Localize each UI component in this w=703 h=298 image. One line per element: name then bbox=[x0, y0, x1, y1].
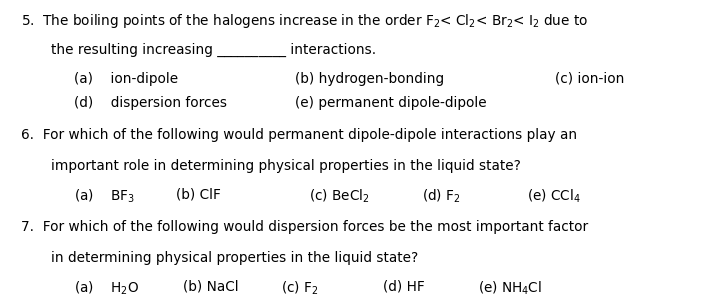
Text: (e) permanent dipole-dipole: (e) permanent dipole-dipole bbox=[295, 96, 487, 110]
Text: (e) CCl$_4$: (e) CCl$_4$ bbox=[527, 188, 581, 205]
Text: the resulting increasing __________ interactions.: the resulting increasing __________ inte… bbox=[51, 43, 375, 57]
Text: in determining physical properties in the liquid state?: in determining physical properties in th… bbox=[51, 251, 418, 265]
Text: (c) ion-ion: (c) ion-ion bbox=[555, 72, 625, 86]
Text: 5.  The boiling points of the halogens increase in the order F$_2$< Cl$_2$< Br$_: 5. The boiling points of the halogens in… bbox=[21, 12, 588, 30]
Text: (c) BeCl$_2$: (c) BeCl$_2$ bbox=[309, 188, 370, 205]
Text: (a)    ion-dipole: (a) ion-dipole bbox=[74, 72, 178, 86]
Text: 7.  For which of the following would dispersion forces be the most important fac: 7. For which of the following would disp… bbox=[21, 220, 588, 234]
Text: (b) hydrogen-bonding: (b) hydrogen-bonding bbox=[295, 72, 444, 86]
Text: (d) F$_2$: (d) F$_2$ bbox=[422, 188, 460, 205]
Text: (d)    dispersion forces: (d) dispersion forces bbox=[74, 96, 227, 110]
Text: (a)    BF$_3$: (a) BF$_3$ bbox=[74, 188, 135, 205]
Text: 6.  For which of the following would permanent dipole-dipole interactions play a: 6. For which of the following would perm… bbox=[21, 128, 577, 142]
Text: (a)    H$_2$O: (a) H$_2$O bbox=[74, 280, 139, 297]
Text: (e) NH$_4$Cl: (e) NH$_4$Cl bbox=[478, 280, 542, 297]
Text: important role in determining physical properties in the liquid state?: important role in determining physical p… bbox=[51, 159, 520, 173]
Text: (c) F$_2$: (c) F$_2$ bbox=[281, 280, 318, 297]
Text: (b) ClF: (b) ClF bbox=[176, 188, 221, 202]
Text: (b) NaCl: (b) NaCl bbox=[183, 280, 238, 294]
Text: (d) HF: (d) HF bbox=[383, 280, 425, 294]
